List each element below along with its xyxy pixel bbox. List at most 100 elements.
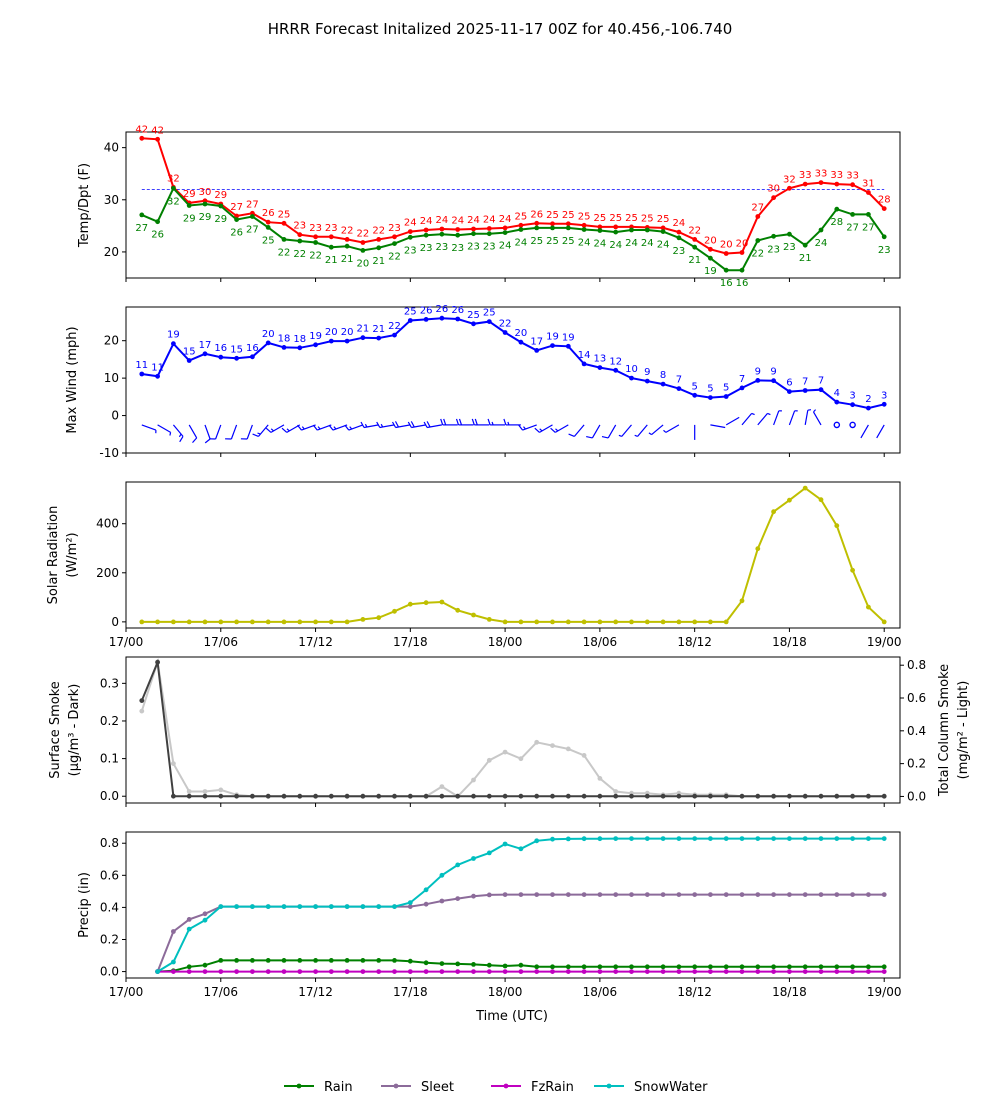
temperature-point <box>486 226 492 231</box>
max-wind-data-label: 7 <box>739 374 745 385</box>
dewpoint-point <box>392 241 397 247</box>
dewpoint-data-label: 24 <box>815 238 828 249</box>
rain-point <box>471 962 476 967</box>
snowwater-point <box>850 836 855 841</box>
sleet-point <box>755 892 761 897</box>
fzrain-point <box>708 969 713 974</box>
fzrain-point <box>676 969 682 974</box>
rain-point <box>834 964 840 970</box>
surface-smoke-point <box>186 793 192 799</box>
y-tick-label: 0 <box>111 409 119 423</box>
rain-point <box>660 964 666 970</box>
dewpoint-point <box>881 234 887 240</box>
fzrain-point <box>850 969 855 974</box>
max-wind-point <box>328 338 334 344</box>
wind-barb-feather <box>178 433 182 438</box>
temperature-data-label: 25 <box>578 211 591 222</box>
max-wind-data-label: 7 <box>818 376 824 387</box>
sleet-point <box>439 898 445 904</box>
temperature-data-label: 23 <box>309 223 322 234</box>
solar-radiation-point <box>644 619 650 625</box>
sleet-point <box>771 892 776 897</box>
dewpoint-data-label: 24 <box>594 239 607 250</box>
dewpoint-point <box>250 214 255 219</box>
wind-barb-feather <box>455 418 460 426</box>
max-wind-point <box>392 332 397 338</box>
y-tick-label-right: 0.4 <box>907 724 926 738</box>
sleet-point <box>708 892 713 897</box>
max-wind-data-label: 3 <box>881 390 887 401</box>
wind-barb-feather <box>344 424 350 431</box>
dewpoint-point <box>407 234 413 240</box>
temperature-point <box>344 237 350 242</box>
dewpoint-data-label: 21 <box>799 253 812 264</box>
sleet-point <box>866 892 871 897</box>
temperature-point <box>708 246 713 252</box>
dewpoint-data-label: 25 <box>562 236 575 247</box>
fzrain-point <box>581 969 587 974</box>
snowwater-point <box>360 904 366 909</box>
max-wind-point <box>755 378 761 383</box>
rain-point <box>723 964 729 970</box>
surface-smoke-point <box>787 793 792 799</box>
rain-point <box>850 964 855 970</box>
wind-barb <box>204 424 211 440</box>
dewpoint-data-label: 22 <box>309 251 322 262</box>
temperature-point <box>534 220 540 226</box>
max-wind-data-label: 25 <box>467 310 480 321</box>
rain-point <box>818 964 824 970</box>
rain-point <box>234 958 240 963</box>
snowwater-point <box>344 904 350 909</box>
snowwater-point <box>297 904 303 909</box>
x-tick-label: 18/06 <box>583 635 618 649</box>
dewpoint-point <box>550 225 555 231</box>
solar-radiation-point <box>502 619 508 625</box>
sleet-point <box>534 892 540 897</box>
wind-barb-feather <box>328 424 334 431</box>
wind-barb-feather <box>474 418 478 426</box>
x-tick-label: 17/12 <box>298 985 333 999</box>
dewpoint-data-label: 21 <box>325 255 338 266</box>
max-wind-data-label: 9 <box>644 367 650 378</box>
rain-point <box>866 964 871 970</box>
solar-radiation-point <box>755 546 761 552</box>
x-tick-label: 17/00 <box>109 635 144 649</box>
wind-barb-feather <box>539 428 543 432</box>
wind-barb-feather <box>813 409 817 413</box>
sleet-point <box>186 917 192 922</box>
wind-barb-feather <box>179 436 184 443</box>
y-tick-label: 0.0 <box>100 789 119 803</box>
temperature-data-label: 24 <box>673 218 686 229</box>
snowwater-point <box>676 836 682 841</box>
max-wind-point <box>407 318 413 323</box>
temperature-point <box>297 232 303 238</box>
y-tick-label: 20 <box>104 245 119 259</box>
wind-barb <box>741 413 753 426</box>
temperature-point <box>518 222 524 228</box>
snowwater-point <box>708 836 713 841</box>
dewpoint-data-label: 27 <box>862 222 875 233</box>
dewpoint-data-label: 22 <box>388 252 401 263</box>
sleet-point <box>407 904 413 909</box>
wind-barb-feather <box>487 418 491 426</box>
surface-smoke-point <box>392 793 397 799</box>
surface-smoke-point <box>171 793 176 799</box>
rain-point <box>755 964 761 970</box>
wind-barb <box>172 424 184 437</box>
max-wind-data-label: 12 <box>609 356 622 367</box>
rain-point <box>392 958 397 963</box>
max-wind-data-label: 10 <box>625 364 638 375</box>
surface-smoke-point <box>834 793 840 799</box>
max-wind-point <box>644 378 650 384</box>
wind-barb-feather <box>410 421 415 428</box>
sleet-point <box>550 892 555 897</box>
temperature-data-label: 28 <box>878 195 891 206</box>
dewpoint-point <box>376 245 382 251</box>
rain-point <box>186 964 192 970</box>
dewpoint-data-label: 27 <box>135 223 148 234</box>
dewpoint-data-label: 26 <box>230 228 243 239</box>
dewpoint-point <box>139 212 145 218</box>
max-wind-point <box>218 354 224 360</box>
wind-barb-feather <box>555 428 559 432</box>
